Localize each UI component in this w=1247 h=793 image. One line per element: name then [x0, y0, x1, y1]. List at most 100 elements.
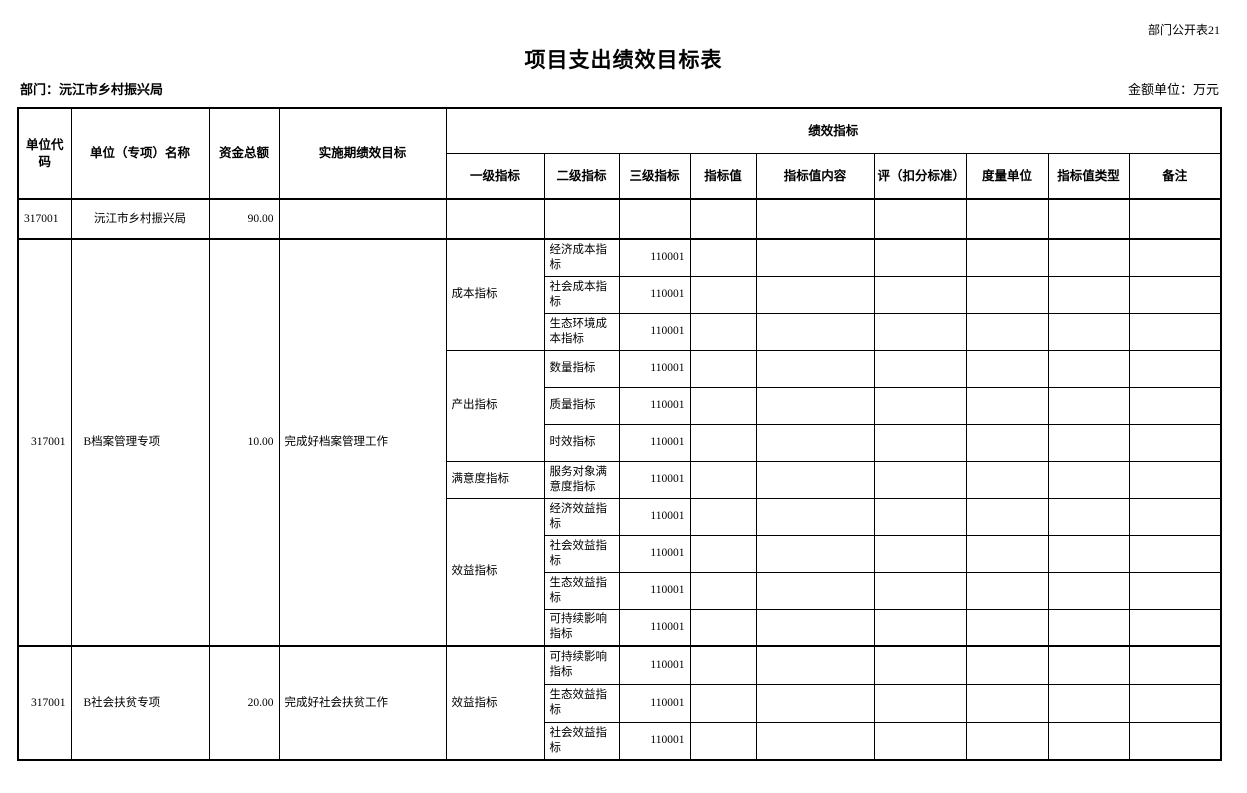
cell-period-goal: 完成好社会扶贫工作	[278, 645, 447, 761]
cell-level2-indicator: 质量指标	[543, 386, 620, 425]
cell-score-deduction-standard	[873, 275, 967, 314]
cell-indicator-value-type	[1047, 683, 1130, 723]
header-cell-period-goal: 实施期绩效目标	[278, 107, 447, 200]
cell-remark	[1128, 608, 1222, 647]
cell-level3-indicator: 110001	[618, 386, 691, 425]
cell-level2-indicator	[543, 198, 620, 240]
header-cell-indicator-value-type: 指标值类型	[1047, 152, 1130, 200]
cell-level1-indicator: 产出指标	[445, 349, 545, 462]
cell-level2-indicator: 经济效益指标	[543, 497, 620, 536]
cell-score-deduction-standard	[873, 423, 967, 462]
cell-remark	[1128, 645, 1222, 685]
cell-score-deduction-standard	[873, 571, 967, 610]
cell-score-deduction-standard	[873, 198, 967, 240]
cell-level2-indicator: 可持续影响指标	[543, 645, 620, 685]
cell-score-deduction-standard	[873, 312, 967, 351]
cell-remark	[1128, 534, 1222, 573]
cell-unit-code: 317001	[17, 238, 72, 647]
cell-indicator-value	[689, 721, 757, 761]
cell-score-deduction-standard	[873, 238, 967, 277]
cell-level2-indicator: 时效指标	[543, 423, 620, 462]
cell-level1-indicator: 成本指标	[445, 238, 545, 351]
cell-score-deduction-standard	[873, 349, 967, 388]
cell-score-deduction-standard	[873, 683, 967, 723]
cell-unit-code: 317001	[17, 645, 72, 761]
meta-row: 部门：沅江市乡村振兴局 金额单位：万元	[20, 79, 1219, 97]
cell-measure-unit	[965, 608, 1049, 647]
cell-level3-indicator: 110001	[618, 349, 691, 388]
cell-indicator-value-type	[1047, 534, 1130, 573]
cell-indicator-value-content	[755, 571, 875, 610]
cell-level2-indicator: 生态效益指标	[543, 571, 620, 610]
cell-indicator-value	[689, 497, 757, 536]
cell-level3-indicator: 110001	[618, 534, 691, 573]
cell-score-deduction-standard	[873, 608, 967, 647]
cell-remark	[1128, 275, 1222, 314]
cell-level3-indicator: 110001	[618, 312, 691, 351]
cell-indicator-value	[689, 198, 757, 240]
cell-level1-indicator: 满意度指标	[445, 460, 545, 499]
cell-level2-indicator: 社会成本指标	[543, 275, 620, 314]
cell-indicator-value-content	[755, 275, 875, 314]
cell-indicator-value-type	[1047, 349, 1130, 388]
cell-measure-unit	[965, 497, 1049, 536]
cell-remark	[1128, 238, 1222, 277]
cell-remark	[1128, 571, 1222, 610]
cell-level1-indicator	[445, 198, 545, 240]
cell-remark	[1128, 497, 1222, 536]
cell-indicator-value-type	[1047, 721, 1130, 761]
cell-level2-indicator: 生态环境成本指标	[543, 312, 620, 351]
cell-indicator-value-content	[755, 645, 875, 685]
cell-indicator-value	[689, 238, 757, 277]
cell-measure-unit	[965, 571, 1049, 610]
table-header: 单位代码 单位（专项）名称 资金总额 实施期绩效目标 绩效指标 一级指标 二级指标 三级指标指…	[17, 107, 1222, 200]
cell-score-deduction-standard	[873, 534, 967, 573]
cell-level2-indicator: 生态效益指标	[543, 683, 620, 723]
cell-indicator-value	[689, 683, 757, 723]
cell-level3-indicator	[618, 198, 691, 240]
cell-level2-indicator: 数量指标	[543, 349, 620, 388]
amount-unit-label: 金额单位：万元	[1127, 82, 1219, 97]
cell-unit-name: B社会扶贫专项	[70, 645, 210, 761]
cell-indicator-value	[689, 423, 757, 462]
header-cell-indicator-value-content: 指标值内容	[755, 152, 875, 200]
cell-level3-indicator: 110001	[618, 608, 691, 647]
cell-measure-unit	[965, 386, 1049, 425]
cell-remark	[1128, 386, 1222, 425]
cell-indicator-value-content	[755, 683, 875, 723]
cell-remark	[1128, 683, 1222, 723]
cell-level1-indicator: 效益指标	[445, 645, 545, 761]
cell-indicator-value-content	[755, 497, 875, 536]
cell-indicator-value-content	[755, 608, 875, 647]
cell-indicator-value	[689, 645, 757, 685]
cell-level3-indicator: 110001	[618, 721, 691, 761]
header-cell-measure-unit: 度量单位	[965, 152, 1049, 200]
cell-unit-code: 317001	[17, 198, 72, 240]
cell-indicator-value	[689, 608, 757, 647]
cell-level3-indicator: 110001	[618, 238, 691, 277]
cell-unit-name: 沅江市乡村振兴局	[70, 198, 210, 240]
cell-fund-total: 10.00	[208, 238, 280, 647]
cell-measure-unit	[965, 198, 1049, 240]
cell-level2-indicator: 可持续影响指标	[543, 608, 620, 647]
cell-level2-indicator: 经济成本指标	[543, 238, 620, 277]
cell-indicator-value-type	[1047, 608, 1130, 647]
cell-fund-total: 20.00	[208, 645, 280, 761]
cell-indicator-value-content	[755, 198, 875, 240]
cell-level1-indicator: 效益指标	[445, 497, 545, 647]
cell-indicator-value	[689, 571, 757, 610]
cell-level3-indicator: 110001	[618, 571, 691, 610]
cell-indicator-value-content	[755, 312, 875, 351]
header-perf-indicators-group: 绩效指标	[445, 107, 1222, 154]
cell-indicator-value	[689, 312, 757, 351]
header-cell-unit-code: 单位代码	[17, 107, 72, 200]
cell-remark	[1128, 460, 1222, 499]
cell-period-goal: 完成好档案管理工作	[278, 238, 447, 647]
cell-indicator-value-type	[1047, 460, 1130, 499]
cell-indicator-value	[689, 534, 757, 573]
cell-level3-indicator: 110001	[618, 460, 691, 499]
cell-measure-unit	[965, 349, 1049, 388]
header-cell-remark: 备注	[1128, 152, 1222, 200]
performance-target-table: 单位代码 单位（专项）名称 资金总额 实施期绩效目标 绩效指标 一级指标 二级指标 三级指标指…	[17, 107, 1222, 761]
